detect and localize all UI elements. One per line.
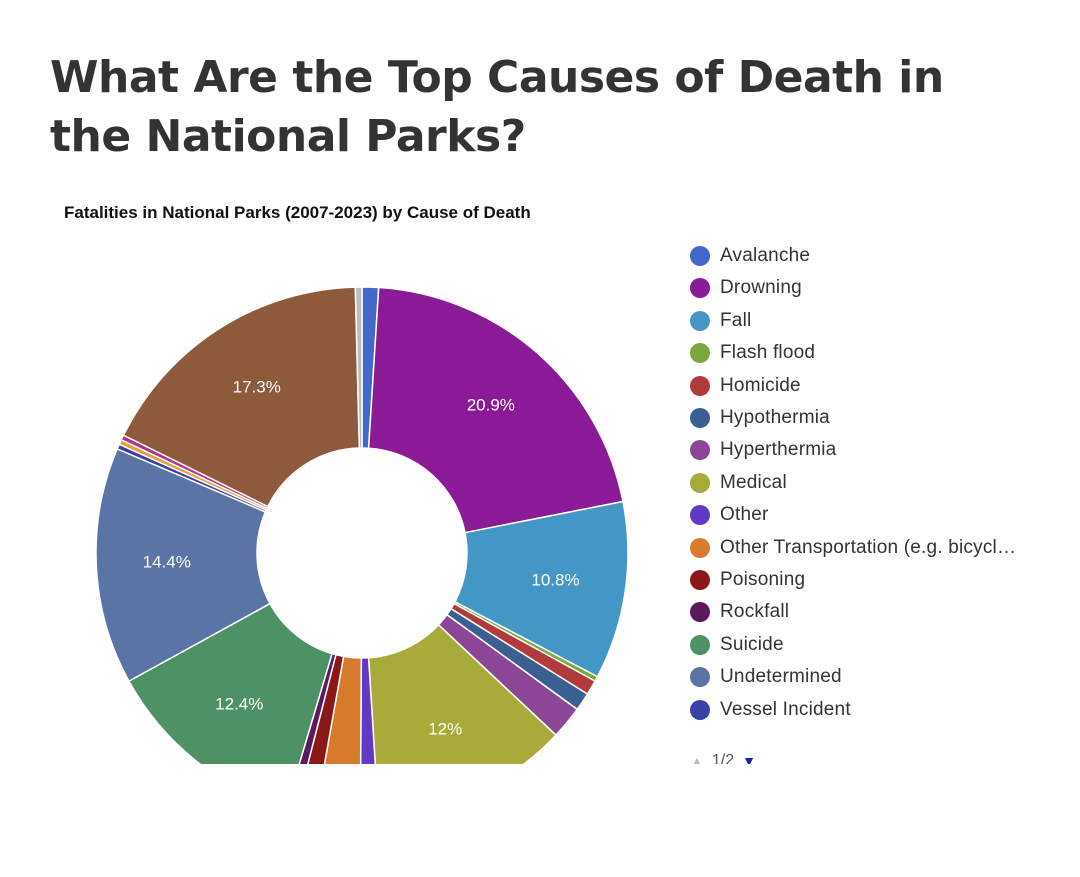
legend-color-dot-icon: [690, 278, 710, 299]
pie-slice-suicide[interactable]: [127, 602, 334, 764]
legend-item[interactable]: Vessel Incident: [690, 698, 851, 722]
legend-color-dot-icon: [690, 634, 710, 655]
legend-page-indicator: 1/2: [711, 752, 735, 764]
legend-label: Hyperthermia: [720, 439, 837, 461]
legend-color-dot-icon: [690, 472, 710, 493]
chart-area: 20.9% 10.8% 12% 12.4% 14.4% 17.3%: [60, 240, 680, 764]
legend-color-dot-icon: [690, 375, 710, 396]
chart-legend: Avalanche Drowning Fall Flash flood Homicide…: [690, 240, 1050, 764]
legend-item[interactable]: Poisoning: [690, 568, 805, 592]
slice-data-label: 12.4%: [215, 695, 263, 714]
legend-color-dot-icon: [690, 699, 710, 720]
legend-color-dot-icon: [690, 343, 710, 364]
legend-item[interactable]: Suicide: [690, 633, 784, 657]
legend-color-dot-icon: [690, 602, 710, 623]
legend-pager: ▲ 1/2 ▼: [690, 752, 756, 764]
legend-label: Undetermined: [720, 666, 842, 688]
legend-item[interactable]: Flash flood: [690, 341, 815, 365]
pie-slice-fall[interactable]: [453, 500, 629, 678]
legend-label: Drowning: [720, 277, 802, 299]
chart-title: Fatalities in National Parks (2007-2023)…: [64, 203, 531, 222]
legend-label: Homicide: [720, 374, 801, 396]
legend-label: Rockfall: [720, 601, 790, 623]
legend-item[interactable]: Medical: [690, 471, 787, 495]
slice-data-label: 14.4%: [143, 552, 191, 571]
legend-label: Fall: [720, 309, 752, 331]
legend-item[interactable]: Drowning: [690, 276, 802, 300]
pie-slice-undetermined[interactable]: [95, 447, 272, 683]
slice-data-label: 12%: [428, 719, 462, 738]
legend-color-dot-icon: [690, 667, 710, 688]
pie-slice-medical[interactable]: [367, 623, 557, 764]
legend-label: Poisoning: [720, 569, 806, 590]
legend-label: Suicide: [720, 633, 784, 655]
slice-data-label: 17.3%: [233, 378, 281, 397]
legend-color-dot-icon: [690, 246, 710, 266]
legend-color-dot-icon: [690, 537, 710, 558]
legend-label: Flash flood: [720, 342, 816, 364]
slice-data-label: 20.9%: [467, 395, 515, 414]
legend-color-dot-icon: [690, 505, 710, 526]
legend-label: Medical: [720, 471, 787, 493]
pie-slice-drowning[interactable]: [367, 286, 624, 534]
legend-item[interactable]: Hypothermia: [690, 406, 830, 430]
legend-label: Hypothermia: [720, 407, 830, 428]
legend-label: Vessel Incident: [720, 698, 851, 720]
legend-label: Other: [720, 504, 769, 526]
legend-item[interactable]: Hyperthermia: [690, 438, 836, 462]
donut-chart: 20.9% 10.8% 12% 12.4% 14.4% 17.3%: [95, 286, 629, 764]
triangle-down-icon[interactable]: ▼: [742, 753, 756, 764]
legend-item[interactable]: Other Transportation (e.g. bicycl…: [690, 536, 1016, 560]
legend-color-dot-icon: [690, 570, 710, 590]
legend-item[interactable]: Fall: [690, 309, 751, 333]
triangle-up-icon[interactable]: ▲: [690, 753, 704, 764]
legend-label: Other Transportation (e.g. bicycl…: [720, 536, 1017, 558]
legend-label: Avalanche: [720, 245, 811, 266]
page-heading: What Are the Top Causes of Death in the …: [50, 52, 944, 162]
legend-color-dot-icon: [690, 310, 710, 331]
legend-color-dot-icon: [690, 440, 710, 461]
legend-item[interactable]: Avalanche: [690, 244, 810, 268]
legend-item[interactable]: Other: [690, 503, 769, 527]
slice-data-label: 10.8%: [531, 571, 579, 590]
pie-slice-unlabeled-17[interactable]: [122, 286, 361, 508]
legend-item[interactable]: Rockfall: [690, 600, 789, 624]
legend-color-dot-icon: [690, 408, 710, 428]
legend-item[interactable]: Undetermined: [690, 665, 842, 689]
legend-item[interactable]: Homicide: [690, 374, 801, 398]
pie-slice-unlabeled-18[interactable]: [354, 286, 363, 449]
